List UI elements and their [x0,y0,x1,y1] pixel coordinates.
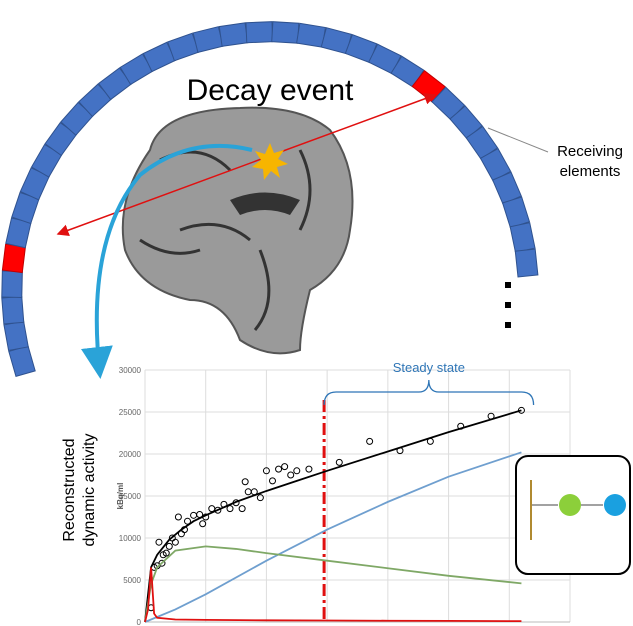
data-point [156,539,162,545]
data-point [306,466,312,472]
data-point [200,521,206,527]
activity-label: dynamic activity [81,434,98,547]
receiving-label: elements [560,163,621,180]
detector-active [2,244,25,272]
data-point [294,468,300,474]
detector [2,271,23,297]
y-tick-label: 10000 [119,534,142,543]
detector [4,321,28,350]
detector [9,346,35,377]
detector [193,27,223,53]
model-inset [516,456,630,574]
y-tick-label: 30000 [119,366,142,375]
data-point [270,478,276,484]
data-point [245,489,251,495]
ellipsis-dot [505,322,511,328]
decay-title: Decay event [187,74,354,107]
y-tick-label: 20000 [119,450,142,459]
figure: Decay event Receiving elements Reconstru… [0,0,633,626]
data-point [175,514,181,520]
data-point [288,472,294,478]
y-tick-label: 0 [137,618,142,626]
activity-label: Reconstructed [61,438,78,541]
detector [246,22,273,43]
data-point [239,506,245,512]
detector [2,296,24,323]
steady-state-brace [324,380,533,405]
y-axis-label: kBq/ml [116,483,125,510]
data-point [209,506,215,512]
series-line [145,567,521,622]
data-point [336,459,342,465]
data-point [242,479,248,485]
y-tick-label: 25000 [119,408,142,417]
data-point [166,543,172,549]
ellipsis-dot [505,282,511,288]
data-point [282,464,288,470]
data-point [227,506,233,512]
detector [219,23,248,46]
annotation: Steady state [393,360,465,375]
series-line [145,452,521,622]
chart: 0500010000150002000025000300000102030405… [116,360,575,626]
y-tick-label: 5000 [123,576,141,585]
detector [297,23,326,47]
detector [272,22,299,44]
data-point [191,512,197,518]
data-point [276,466,282,472]
detector [510,223,535,253]
ellipsis-dot [505,302,511,308]
series-line [145,410,521,622]
detector [515,249,538,277]
data-point [367,438,373,444]
receiving-label: Receiving [557,143,623,160]
series-line [145,546,521,622]
brain [123,108,353,354]
data-point [172,539,178,545]
